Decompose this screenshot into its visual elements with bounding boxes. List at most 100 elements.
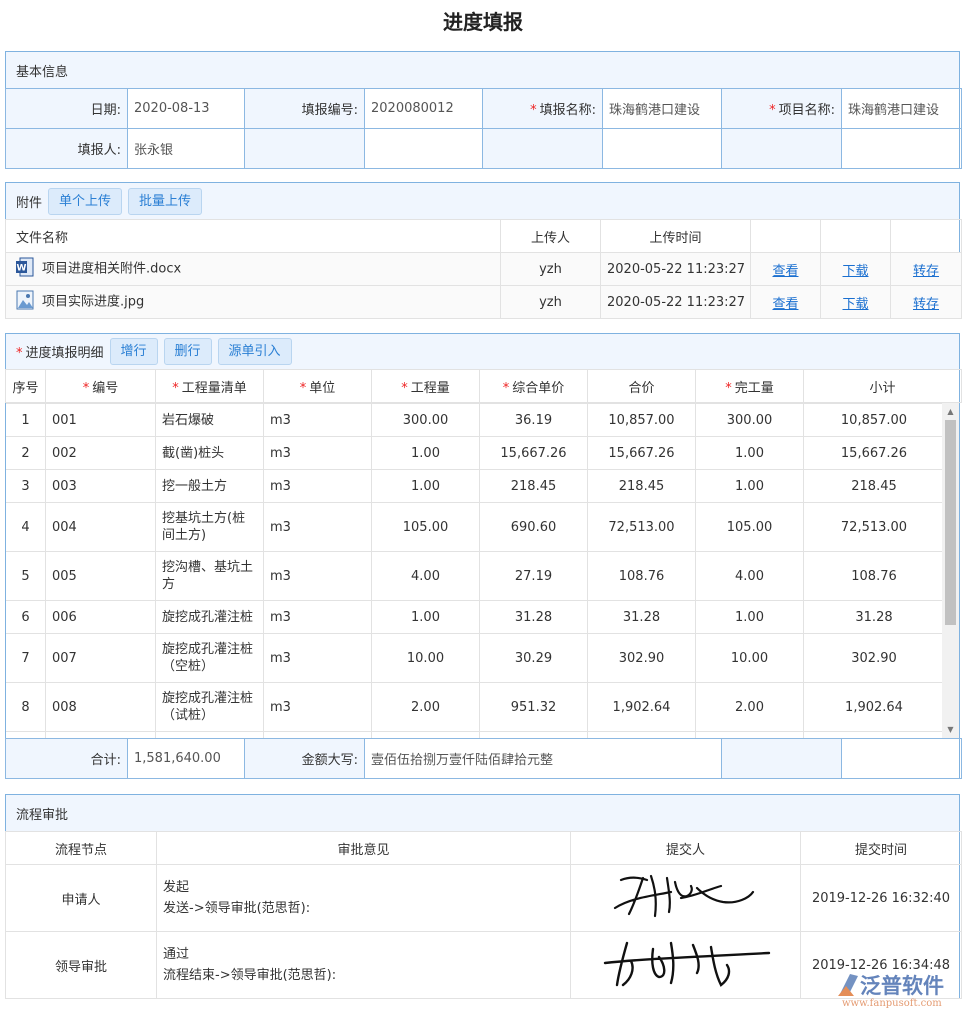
cell-unit-price[interactable]: 690.60 <box>479 502 588 552</box>
delete-row-button[interactable]: 删行 <box>163 338 212 365</box>
cell-amount[interactable]: 218.45 <box>587 469 696 503</box>
download-link[interactable]: 下载 <box>842 263 869 279</box>
vertical-scrollbar[interactable]: ▲ ▼ <box>942 403 959 738</box>
cell-completed[interactable]: 10.00 <box>695 633 804 683</box>
cell-quantity[interactable]: 1.00 <box>371 436 480 470</box>
cell-amount[interactable]: 302.90 <box>587 633 696 683</box>
cell-seq[interactable]: 6 <box>6 600 46 634</box>
cell-code[interactable]: 005 <box>45 551 156 601</box>
date-field[interactable]: 2020-08-13 <box>127 88 245 129</box>
single-upload-button[interactable]: 单个上传 <box>48 187 123 215</box>
cell-completed[interactable]: 1.00 <box>695 469 804 503</box>
cell-amount[interactable]: 108.76 <box>587 551 696 601</box>
cell-item[interactable]: 旋挖成孔灌注桩（空桩） <box>155 633 264 683</box>
table-row[interactable]: 2 002 截(凿)桩头 m3 1.00 15,667.26 15,667.26 1.00 15… <box>6 436 945 470</box>
cell-item[interactable]: 岩石爆破 <box>155 403 264 437</box>
table-row[interactable]: 1 001 岩石爆破 m3 300.00 36.19 10,857.00 300.00 10,8… <box>6 403 945 437</box>
table-row[interactable]: 3 003 挖一般土方 m3 1.00 218.45 218.45 1.00 218.45 <box>6 469 945 503</box>
cell-seq[interactable]: 3 <box>6 469 46 503</box>
batch-upload-button[interactable]: 批量上传 <box>128 187 203 215</box>
cell-item[interactable]: 旋挖成孔灌注桩（试桩） <box>155 682 264 732</box>
cell-quantity[interactable]: 1.00 <box>371 600 480 634</box>
cell-subtotal[interactable]: 10,857.00 <box>803 403 945 437</box>
cell-unit-price[interactable]: 15,667.26 <box>479 436 588 470</box>
cell-subtotal[interactable]: 218.45 <box>803 469 945 503</box>
report-name-field[interactable]: 珠海鹤港口建设 <box>602 88 722 129</box>
cell-unit-price[interactable]: 30.29 <box>479 633 588 683</box>
cell-code[interactable]: 008 <box>45 682 156 732</box>
cell-quantity[interactable]: 2.00 <box>371 682 480 732</box>
scrollbar-thumb[interactable] <box>945 420 956 625</box>
cell-code[interactable]: 007 <box>45 633 156 683</box>
cell-unit[interactable]: m3 <box>263 682 372 732</box>
cell-quantity[interactable]: 300.00 <box>371 403 480 437</box>
cell-seq[interactable]: 8 <box>6 682 46 732</box>
cell-code[interactable]: 006 <box>45 600 156 634</box>
cell-quantity[interactable]: 4.00 <box>371 551 480 601</box>
cell-amount[interactable]: 72,513.00 <box>587 502 696 552</box>
import-source-button[interactable]: 源单引入 <box>217 338 292 365</box>
cell-unit[interactable]: m3 <box>263 436 372 470</box>
cell-unit[interactable]: m3 <box>263 600 372 634</box>
table-row[interactable]: 6 006 旋挖成孔灌注桩 m3 1.00 31.28 31.28 1.00 31.28 <box>6 600 945 634</box>
cell-completed[interactable]: 1.00 <box>695 600 804 634</box>
cell-item[interactable]: 挖沟槽、基坑土方 <box>155 551 264 601</box>
cell-unit[interactable]: m3 <box>263 403 372 437</box>
cell-subtotal[interactable]: 31.28 <box>803 600 945 634</box>
cell-amount[interactable]: 10,857.00 <box>587 403 696 437</box>
cell-completed[interactable]: 1.00 <box>695 436 804 470</box>
cell-completed[interactable]: 2.00 <box>695 682 804 732</box>
cell-item[interactable]: 挖一般土方 <box>155 469 264 503</box>
cell-quantity[interactable]: 105.00 <box>371 502 480 552</box>
cell-completed[interactable]: 4.00 <box>695 551 804 601</box>
cell-item[interactable]: 旋挖成孔灌注桩 <box>155 600 264 634</box>
cell-unit[interactable]: m3 <box>263 551 372 601</box>
cell-item[interactable]: 截(凿)桩头 <box>155 436 264 470</box>
cell-subtotal[interactable]: 1,902.64 <box>803 682 945 732</box>
cell-subtotal[interactable]: 72,513.00 <box>803 502 945 552</box>
save-link[interactable]: 转存 <box>912 296 939 312</box>
cell-unit-price[interactable]: 218.45 <box>479 469 588 503</box>
cell-subtotal[interactable]: 302.90 <box>803 633 945 683</box>
cell-completed[interactable]: 105.00 <box>695 502 804 552</box>
cell-unit-price[interactable]: 27.19 <box>479 551 588 601</box>
cell-unit-price[interactable]: 951.32 <box>479 682 588 732</box>
cell-code[interactable]: 004 <box>45 502 156 552</box>
cell-unit[interactable]: m3 <box>263 502 372 552</box>
cell-quantity[interactable]: 1.00 <box>371 469 480 503</box>
report-no-field[interactable]: 2020080012 <box>364 88 483 129</box>
cell-unit[interactable]: m3 <box>263 469 372 503</box>
table-row[interactable]: 8 008 旋挖成孔灌注桩（试桩） m3 2.00 951.32 1,902.64 2.00 1… <box>6 682 945 732</box>
cell-amount[interactable]: 31.28 <box>587 600 696 634</box>
view-link[interactable]: 查看 <box>772 296 799 312</box>
cell-amount[interactable]: 15,667.26 <box>587 436 696 470</box>
cell-subtotal[interactable]: 15,667.26 <box>803 436 945 470</box>
table-row[interactable]: 5 005 挖沟槽、基坑土方 m3 4.00 27.19 108.76 4.00 108.76 <box>6 551 945 601</box>
cell-completed[interactable]: 300.00 <box>695 403 804 437</box>
view-link[interactable]: 查看 <box>772 263 799 279</box>
cell-amount[interactable]: 1,902.64 <box>587 682 696 732</box>
cell-code[interactable]: 002 <box>45 436 156 470</box>
scroll-down-arrow-icon[interactable]: ▼ <box>947 725 954 734</box>
cell-subtotal[interactable]: 108.76 <box>803 551 945 601</box>
detail-table-scroll[interactable]: 1 001 岩石爆破 m3 300.00 36.19 10,857.00 300.00 10,8… <box>6 403 959 738</box>
project-name-field[interactable]: 珠海鹤港口建设 <box>841 88 962 129</box>
file-name[interactable]: 项目进度相关附件.docx <box>42 261 182 277</box>
save-link[interactable]: 转存 <box>912 263 939 279</box>
cell-seq[interactable]: 4 <box>6 502 46 552</box>
cell-seq[interactable]: 7 <box>6 633 46 683</box>
cell-seq[interactable]: 5 <box>6 551 46 601</box>
cell-item[interactable]: 挖基坑土方(桩间土方) <box>155 502 264 552</box>
file-name[interactable]: 项目实际进度.jpg <box>42 294 145 310</box>
cell-code[interactable]: 003 <box>45 469 156 503</box>
cell-seq[interactable]: 2 <box>6 436 46 470</box>
download-link[interactable]: 下载 <box>842 296 869 312</box>
cell-unit[interactable]: m3 <box>263 633 372 683</box>
cell-unit-price[interactable]: 36.19 <box>479 403 588 437</box>
reporter-field[interactable]: 张永银 <box>127 128 245 169</box>
table-row[interactable]: 4 004 挖基坑土方(桩间土方) m3 105.00 690.60 72,513.00 10… <box>6 502 945 552</box>
table-row[interactable]: 7 007 旋挖成孔灌注桩（空桩） m3 10.00 30.29 302.90 10.00 30… <box>6 633 945 683</box>
cell-code[interactable]: 001 <box>45 403 156 437</box>
scroll-up-arrow-icon[interactable]: ▲ <box>947 407 954 416</box>
cell-seq[interactable]: 1 <box>6 403 46 437</box>
